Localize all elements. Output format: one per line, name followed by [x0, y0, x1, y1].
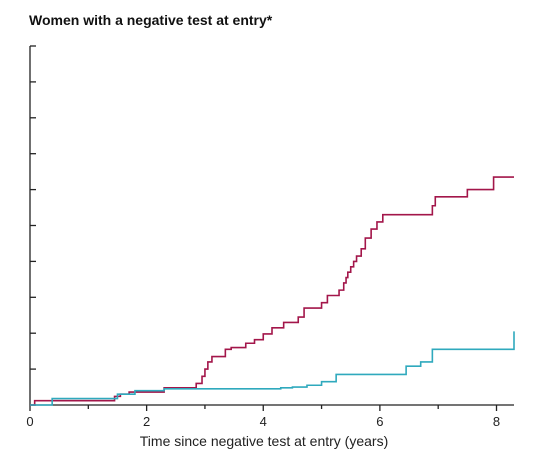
x-tick-label: 8: [493, 414, 500, 429]
x-tick-label: 6: [376, 414, 383, 429]
axes: 0 2 4 6 8: [26, 45, 514, 429]
series-layer: [30, 176, 515, 406]
x-tick-label: 0: [26, 414, 33, 429]
x-axis-label: Time since negative test at entry (years…: [140, 433, 388, 449]
series-line-2: [30, 331, 515, 406]
x-tick-label: 4: [260, 414, 267, 429]
series-line-1: [30, 176, 514, 406]
chart-title: Women with a negative test at entry*: [29, 12, 273, 28]
x-tick-label: 2: [143, 414, 150, 429]
